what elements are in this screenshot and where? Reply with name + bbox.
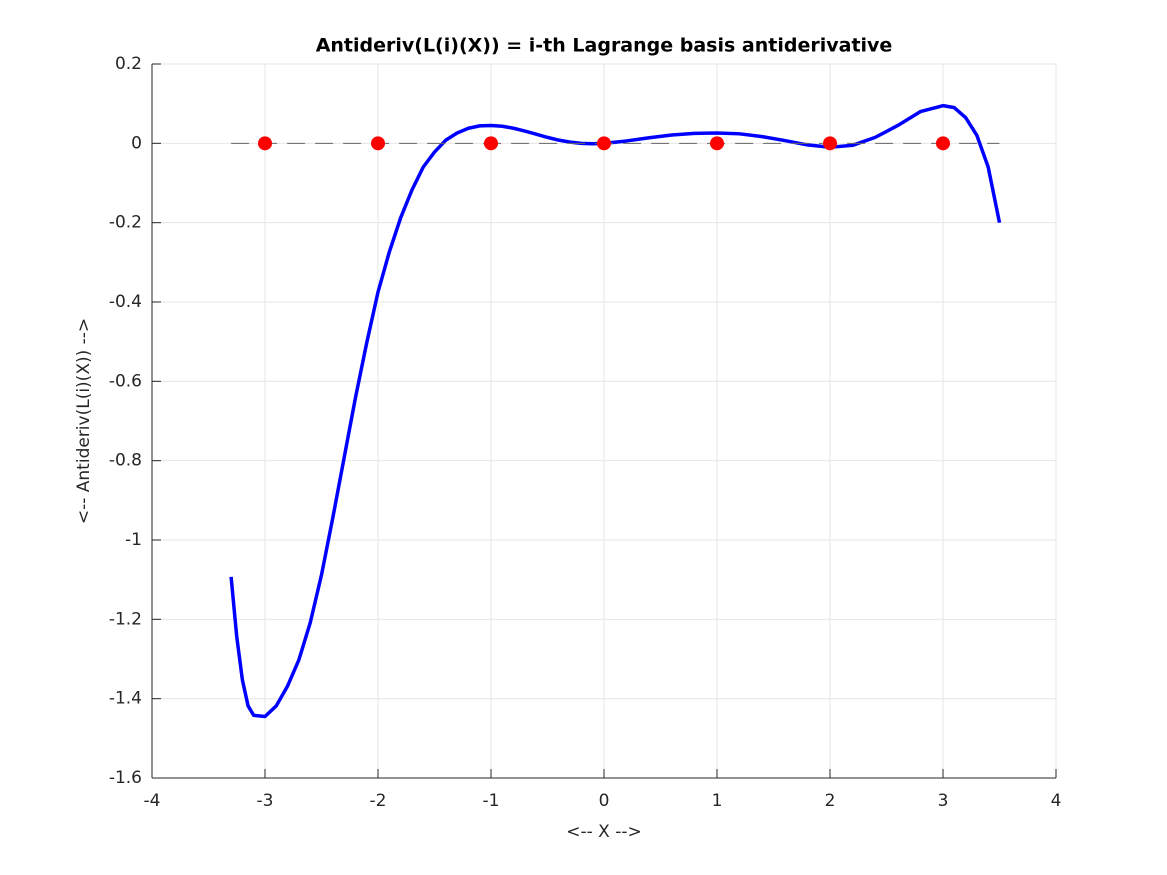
x-tick-label: 0	[599, 791, 610, 811]
x-tick-label: -3	[257, 791, 274, 811]
marker	[258, 136, 272, 151]
y-tick-label: -0.8	[109, 451, 142, 471]
y-tick-label: -1	[125, 530, 142, 550]
marker	[371, 136, 385, 151]
y-tick-label: 0.2	[115, 54, 142, 74]
y-axis-label: <-- Antideriv(L(i)(X)) -->	[74, 318, 94, 524]
x-tick-label: 4	[1051, 791, 1062, 811]
marker	[597, 136, 611, 151]
chart-title: Antideriv(L(i)(X)) = i-th Lagrange basis…	[316, 35, 893, 57]
y-tick-label: -1.2	[109, 609, 142, 629]
x-tick-label: -4	[144, 791, 161, 811]
marker	[936, 136, 950, 151]
y-tick-label: -0.2	[109, 213, 142, 233]
y-tick-label: 0	[131, 133, 142, 153]
x-tick-label: -2	[370, 791, 387, 811]
marker	[710, 136, 724, 151]
x-axis-label: <-- X -->	[566, 822, 641, 842]
y-tick-label: -0.6	[109, 371, 142, 391]
x-tick-label: 2	[825, 791, 836, 811]
x-tick-label: -1	[483, 791, 500, 811]
x-tick-label: 1	[712, 791, 723, 811]
marker	[484, 136, 498, 151]
y-tick-label: -0.4	[109, 292, 142, 312]
y-tick-label: -1.4	[109, 689, 142, 709]
marker	[823, 136, 837, 151]
line	[229, 103, 1002, 719]
y-tick-label: -1.6	[109, 768, 142, 788]
x-tick-label: 3	[938, 791, 949, 811]
